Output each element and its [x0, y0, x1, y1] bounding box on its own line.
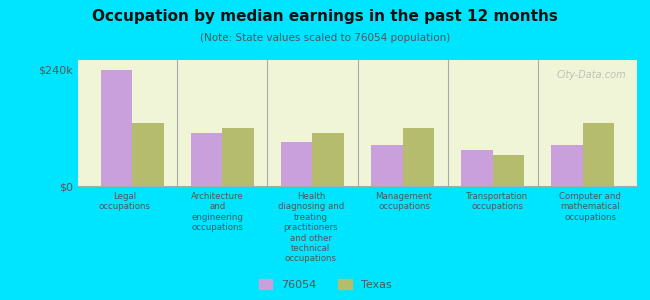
Legend: 76054, Texas: 76054, Texas	[254, 275, 396, 294]
Bar	[222, 128, 254, 186]
Text: Transportation
occupations: Transportation occupations	[466, 192, 528, 212]
Bar	[371, 145, 402, 186]
Text: Architecture
and
engineering
occupations: Architecture and engineering occupations	[191, 192, 244, 232]
Bar	[101, 70, 132, 186]
Bar	[281, 142, 313, 186]
Text: Occupation by median earnings in the past 12 months: Occupation by median earnings in the pas…	[92, 9, 558, 24]
Bar	[462, 150, 493, 186]
Text: City-Data.com: City-Data.com	[556, 70, 626, 80]
Text: Management
occupations: Management occupations	[376, 192, 433, 212]
Text: Health
diagnosing and
treating
practitioners
and other
technical
occupations: Health diagnosing and treating practitio…	[278, 192, 344, 263]
Text: Legal
occupations: Legal occupations	[99, 192, 151, 212]
Bar	[190, 133, 222, 186]
Bar	[402, 128, 434, 186]
Bar	[583, 123, 614, 186]
Bar	[313, 133, 344, 186]
Bar	[132, 123, 164, 186]
Bar	[551, 145, 583, 186]
Text: (Note: State values scaled to 76054 population): (Note: State values scaled to 76054 popu…	[200, 33, 450, 43]
Bar	[493, 154, 525, 186]
Text: Computer and
mathematical
occupations: Computer and mathematical occupations	[560, 192, 621, 222]
